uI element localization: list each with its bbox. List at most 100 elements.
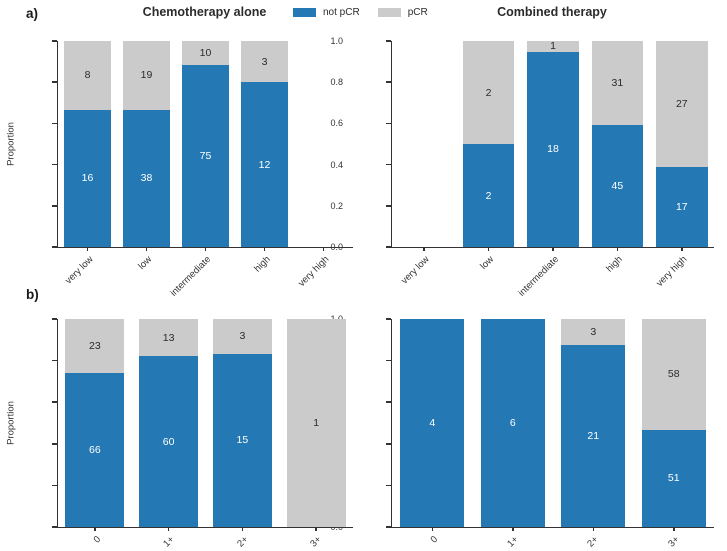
bar-segment-not-pcr: 51	[641, 429, 706, 527]
x-tick	[94, 527, 96, 531]
stacked-bar: 27 17	[656, 41, 708, 247]
x-category-label: very low	[399, 254, 432, 287]
bar-segment-not-pcr: 4	[400, 319, 465, 527]
stacked-bar: 1	[286, 319, 346, 527]
x-category-label: 1+	[160, 534, 177, 550]
stacked-bar: 3 21	[561, 319, 626, 527]
bar-value-label: 75	[199, 149, 212, 162]
bar-value-label: 15	[236, 434, 249, 447]
stacked-bar: 6	[480, 319, 545, 527]
stacked-bar: 58 51	[641, 319, 706, 527]
y-tick	[386, 81, 391, 83]
bar-slot: 19 38	[117, 41, 176, 247]
bar-slot	[294, 41, 353, 247]
bar-slot: 23 66	[58, 319, 132, 527]
bar-value-label: 3	[239, 330, 246, 343]
x-category-label: very high	[654, 254, 690, 290]
y-tick	[52, 318, 57, 320]
x-tick	[145, 247, 148, 251]
x-category-label: 3+	[666, 534, 682, 550]
bar-segment-pcr: 3	[240, 41, 289, 83]
x-tick	[431, 527, 433, 531]
y-tick	[386, 122, 391, 125]
y-tick	[52, 40, 57, 42]
stacked-bar: 10 75	[181, 41, 230, 247]
bar-segment-pcr: 31	[591, 41, 644, 126]
chart-panel-a-combined-therapy: very low 2 2 low 1 18 intermediate 31 45 high 27 17…	[386, 40, 714, 299]
bar-value-label: 3	[590, 325, 597, 338]
bar-slot: 10 75	[176, 41, 235, 247]
y-tick	[52, 526, 57, 528]
y-tick	[52, 122, 57, 125]
stacked-bar: 19 38	[122, 41, 171, 247]
bar-segment-not-pcr: 38	[122, 109, 171, 247]
stacked-bar: 3 12	[240, 41, 289, 247]
x-category-label: low	[136, 254, 155, 272]
legend-label-pcr: pCR	[407, 7, 428, 18]
pcr-swatch-icon	[377, 8, 401, 17]
bar-value-label: 21	[587, 429, 600, 442]
bar-value-label: 38	[140, 172, 153, 185]
x-tick	[681, 247, 683, 251]
y-tick-label: 1.0	[330, 36, 343, 46]
legend: not pCR pCR	[293, 7, 428, 18]
y-tick	[52, 246, 57, 248]
x-category-label: intermediate	[516, 254, 561, 299]
legend-label-not-pcr: not pCR	[323, 7, 360, 18]
bar-slot: 13 60	[132, 319, 206, 527]
panel-a-label: a)	[26, 6, 39, 21]
bar-value-label: 13	[162, 331, 175, 344]
x-tick	[616, 247, 619, 251]
x-tick	[86, 247, 89, 251]
x-tick	[241, 527, 244, 531]
bar-segment-not-pcr: 16	[63, 109, 112, 247]
x-tick	[552, 247, 554, 251]
x-category-label: 3+	[308, 534, 324, 550]
bar-value-label: 23	[89, 339, 101, 352]
y-tick-label: 0.8	[330, 77, 343, 88]
x-category-label: intermediate	[168, 254, 214, 299]
x-category-label: 0	[91, 534, 103, 546]
bar-segment-not-pcr: 66	[65, 372, 125, 527]
bar-slot: 4	[392, 319, 473, 527]
bar-value-label: 66	[89, 443, 101, 456]
stacked-bar: 23 66	[65, 319, 125, 527]
x-category-label: very high	[296, 254, 332, 290]
bar-value-label: 6	[509, 416, 516, 429]
y-tick	[386, 163, 391, 166]
chart-panel-b-left: Proportion 1.00.80.60.40.20.02366013601+…	[6, 314, 353, 549]
bar-segment-not-pcr: 6	[480, 319, 545, 527]
bar-segment-pcr: 1	[527, 41, 579, 52]
y-tick	[386, 443, 391, 445]
x-tick	[423, 247, 425, 251]
y-tick-label: 0.0	[330, 242, 343, 252]
bar-slot: 3 21	[553, 319, 634, 527]
y-tick	[386, 401, 391, 403]
bar-segment-not-pcr: 2	[462, 144, 515, 247]
bar-segment-not-pcr: 75	[181, 65, 230, 247]
bar-slot: 1	[279, 319, 353, 527]
chart-title-combined-therapy: Combined therapy	[497, 5, 607, 19]
y-tick	[386, 526, 391, 528]
bar-value-label: 51	[667, 472, 680, 485]
y-tick	[52, 359, 57, 362]
bar-segment-not-pcr: 12	[240, 82, 289, 247]
bar-segment-pcr: 13	[139, 319, 199, 357]
x-category-label: high	[251, 254, 273, 275]
bar-segment-not-pcr: 18	[527, 51, 579, 247]
y-tick	[386, 205, 391, 207]
bar-value-label: 18	[547, 143, 559, 156]
chart-title-chemotherapy-alone: Chemotherapy alone	[142, 5, 267, 19]
bar-segment-not-pcr: 45	[591, 125, 644, 247]
bar-slot: 3 12	[235, 41, 294, 247]
x-category-label: high	[604, 254, 626, 275]
y-tick	[386, 40, 391, 42]
bar-value-label: 31	[611, 76, 624, 89]
not-pcr-swatch-icon	[293, 8, 316, 17]
bar-segment-pcr: 3	[212, 319, 272, 354]
y-tick-label: 0.4	[330, 159, 343, 170]
x-tick	[592, 527, 594, 531]
bar-segment-pcr: 19	[122, 41, 171, 110]
